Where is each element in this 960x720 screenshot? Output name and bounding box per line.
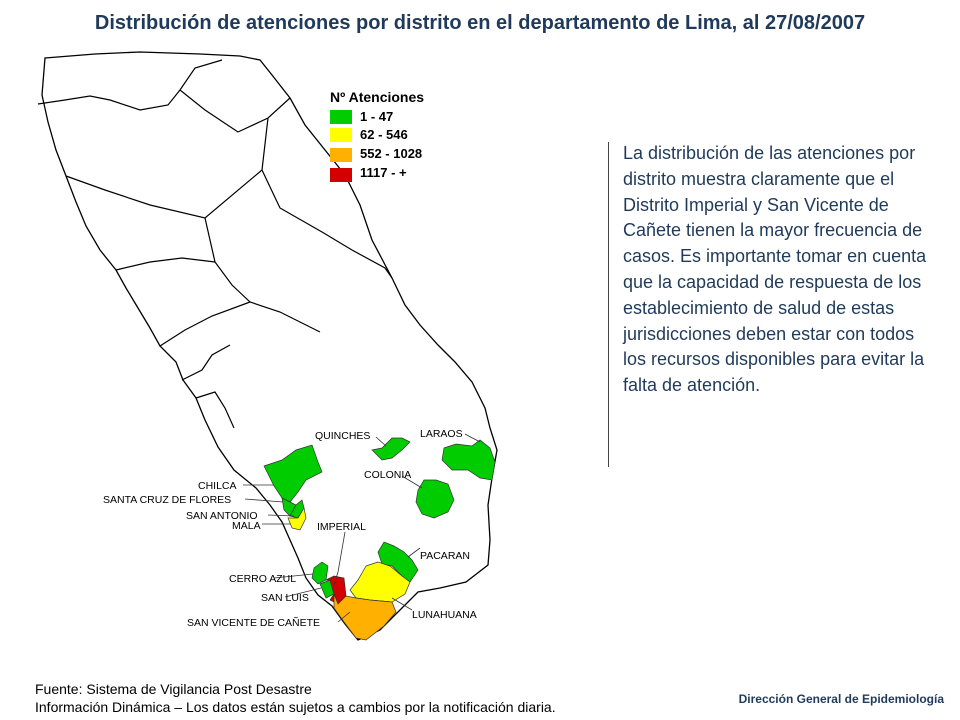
district-label: CHILCA	[198, 480, 237, 492]
district-colonia	[415, 479, 455, 519]
district-label: CERRO AZUL	[229, 573, 296, 585]
province-boundaries	[37, 59, 393, 429]
legend-swatch-red	[330, 168, 352, 182]
legend-swatch-orange	[330, 148, 352, 162]
agency-credit: Dirección General de Epidemiología	[738, 692, 944, 706]
district-label: IMPERIAL	[317, 521, 366, 533]
district-label: SAN LUIS	[261, 592, 309, 604]
source-note: Fuente: Sistema de Vigilancia Post Desas…	[35, 680, 556, 716]
label-leader-lines	[243, 433, 481, 623]
legend-swatch-yellow	[330, 128, 352, 142]
district-chilca	[263, 444, 323, 503]
district-label: PACARAN	[420, 550, 470, 562]
district-lunahuana	[349, 561, 411, 603]
legend-label: 62 - 546	[360, 127, 408, 142]
legend-label: 552 - 1028	[360, 146, 422, 161]
legend-title: Nº Atenciones	[330, 89, 424, 105]
legend: Nº Atenciones 1 - 47 62 - 546 552 - 1028…	[330, 89, 424, 182]
district-label: SAN ANTONIO	[186, 510, 258, 522]
legend-label: 1 - 47	[360, 109, 393, 124]
lima-map: Nº Atenciones 1 - 47 62 - 546 552 - 1028…	[37, 51, 498, 641]
district-fills	[263, 437, 496, 641]
description-divider	[608, 142, 609, 467]
district-label: LARAOS	[420, 428, 463, 440]
legend-label: 1117 - +	[360, 165, 407, 180]
district-laraos	[441, 439, 496, 481]
description-text: La distribución de las atenciones por di…	[623, 143, 927, 396]
district-label: SAN VICENTE DE CAÑETE	[187, 616, 320, 629]
district-label: LUNAHUANA	[412, 609, 477, 621]
legend-swatch-green	[330, 110, 352, 124]
district-quinches	[371, 437, 411, 461]
district-label: QUINCHES	[315, 430, 370, 442]
district-san-vicente-de-canete	[333, 593, 397, 641]
district-labels: QUINCHES LARAOS COLONIA CHILCA SANTA CRU…	[103, 428, 477, 629]
district-mala	[287, 507, 307, 531]
page-title: Distribución de atenciones por distrito …	[94, 12, 866, 34]
district-label: SANTA CRUZ DE FLORES	[103, 494, 231, 506]
district-label: MALA	[232, 520, 261, 532]
district-label: COLONIA	[364, 469, 411, 481]
source-line: Fuente: Sistema de Vigilancia Post Desas…	[35, 681, 312, 697]
source-line: Información Dinámica – Los datos están s…	[35, 699, 556, 715]
